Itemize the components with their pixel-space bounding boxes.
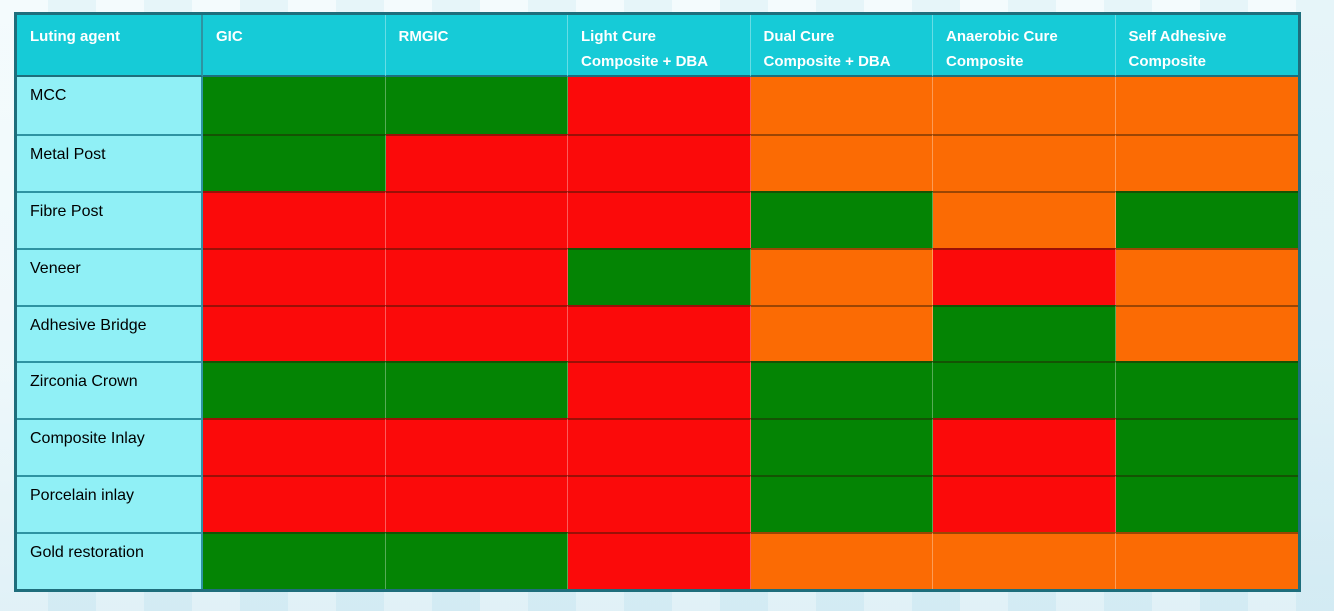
col-header-text: Light Cure bbox=[581, 28, 656, 45]
cell-veneer-anaerobic-cure-composite bbox=[933, 247, 1116, 305]
cell-fibre-post-anaerobic-cure-composite bbox=[933, 190, 1116, 248]
cell-metal-post-self-adhesive-composite bbox=[1115, 133, 1298, 191]
table-row-mcc: MCC bbox=[17, 77, 1298, 134]
table-row-composite-inlay: Composite Inlay bbox=[17, 418, 1298, 476]
cell-gold-restoration-dual-cure-composite-dba bbox=[750, 532, 933, 589]
cell-gold-restoration-self-adhesive-composite bbox=[1115, 532, 1298, 589]
cell-metal-post-dual-cure-composite-dba bbox=[750, 133, 933, 191]
col-header-text: RMGIC bbox=[398, 28, 449, 45]
cell-fibre-post-gic bbox=[203, 190, 386, 248]
cell-mcc-self-adhesive-composite bbox=[1115, 77, 1298, 134]
table-row-gold-restoration: Gold restoration bbox=[17, 532, 1298, 589]
table-row-metal-post: Metal Post bbox=[17, 133, 1298, 191]
table-row-veneer: Veneer bbox=[17, 247, 1298, 305]
col-header-text: Composite + DBA bbox=[763, 53, 891, 70]
cell-gold-restoration-gic bbox=[203, 532, 386, 589]
cell-adhesive-bridge-light-cure-composite-dba bbox=[568, 304, 751, 362]
cell-metal-post-anaerobic-cure-composite bbox=[933, 133, 1116, 191]
row-label-composite-inlay: Composite Inlay bbox=[17, 418, 203, 476]
cell-zirconia-crown-self-adhesive-composite bbox=[1115, 361, 1298, 419]
cell-composite-inlay-light-cure-composite-dba bbox=[568, 418, 751, 476]
col-header-text: Composite bbox=[946, 53, 1024, 70]
cell-adhesive-bridge-dual-cure-composite-dba bbox=[750, 304, 933, 362]
cell-gold-restoration-anaerobic-cure-composite bbox=[933, 532, 1116, 589]
luting-agent-compatibility-table: Luting agent GIC RMGIC Light Cure Composite … bbox=[14, 12, 1301, 592]
table-row-porcelain-inlay: Porcelain inlay bbox=[17, 475, 1298, 532]
row-label-metal-post: Metal Post bbox=[17, 133, 203, 191]
cell-fibre-post-rmgic bbox=[385, 190, 568, 248]
cell-veneer-rmgic bbox=[385, 247, 568, 305]
cell-composite-inlay-self-adhesive-composite bbox=[1115, 418, 1298, 476]
cell-adhesive-bridge-anaerobic-cure-composite bbox=[933, 304, 1116, 362]
col-header-anaerobic-cure-composite: Anaerobic Cure Composite bbox=[933, 15, 1116, 77]
cell-metal-post-gic bbox=[203, 133, 386, 191]
row-label-mcc: MCC bbox=[17, 77, 203, 134]
cell-zirconia-crown-dual-cure-composite-dba bbox=[750, 361, 933, 419]
col-header-rmgic: RMGIC bbox=[385, 15, 568, 77]
cell-metal-post-rmgic bbox=[385, 133, 568, 191]
cell-adhesive-bridge-rmgic bbox=[385, 304, 568, 362]
col-header-text: Composite + DBA bbox=[581, 53, 709, 70]
cell-porcelain-inlay-dual-cure-composite-dba bbox=[750, 475, 933, 532]
cell-porcelain-inlay-light-cure-composite-dba bbox=[568, 475, 751, 532]
cell-mcc-anaerobic-cure-composite bbox=[933, 77, 1116, 134]
row-label-fibre-post: Fibre Post bbox=[17, 190, 203, 248]
cell-veneer-dual-cure-composite-dba bbox=[750, 247, 933, 305]
col-header-gic: GIC bbox=[203, 15, 386, 77]
cell-veneer-light-cure-composite-dba bbox=[568, 247, 751, 305]
cell-composite-inlay-dual-cure-composite-dba bbox=[750, 418, 933, 476]
cell-porcelain-inlay-gic bbox=[203, 475, 386, 532]
col-header-light-cure-composite-dba: Light Cure Composite + DBA bbox=[568, 15, 751, 77]
cell-zirconia-crown-rmgic bbox=[385, 361, 568, 419]
col-header-text: Composite bbox=[1128, 53, 1207, 70]
row-label-adhesive-bridge: Adhesive Bridge bbox=[17, 304, 203, 362]
cell-adhesive-bridge-self-adhesive-composite bbox=[1115, 304, 1298, 362]
cell-fibre-post-dual-cure-composite-dba bbox=[750, 190, 933, 248]
col-header-luting-agent: Luting agent bbox=[17, 15, 203, 77]
row-label-gold-restoration: Gold restoration bbox=[17, 532, 203, 589]
table-row-fibre-post: Fibre Post bbox=[17, 190, 1298, 248]
cell-veneer-self-adhesive-composite bbox=[1115, 247, 1298, 305]
cell-metal-post-light-cure-composite-dba bbox=[568, 133, 751, 191]
row-label-veneer: Veneer bbox=[17, 247, 203, 305]
cell-porcelain-inlay-rmgic bbox=[385, 475, 568, 532]
cell-zirconia-crown-light-cure-composite-dba bbox=[568, 361, 751, 419]
cell-adhesive-bridge-gic bbox=[203, 304, 386, 362]
header-row: Luting agent GIC RMGIC Light Cure Composite … bbox=[17, 15, 1298, 77]
row-label-zirconia-crown: Zirconia Crown bbox=[17, 361, 203, 419]
table-header: Luting agent GIC RMGIC Light Cure Composite … bbox=[17, 15, 1298, 77]
cell-zirconia-crown-anaerobic-cure-composite bbox=[933, 361, 1116, 419]
cell-gold-restoration-rmgic bbox=[385, 532, 568, 589]
cell-composite-inlay-gic bbox=[203, 418, 386, 476]
col-header-dual-cure-composite-dba: Dual Cure Composite + DBA bbox=[750, 15, 933, 77]
cell-composite-inlay-anaerobic-cure-composite bbox=[933, 418, 1116, 476]
cell-mcc-gic bbox=[203, 77, 386, 134]
col-header-self-adhesive-composite: Self Adhesive Composite bbox=[1115, 15, 1298, 77]
col-header-text: Luting agent bbox=[30, 28, 120, 45]
table-row-adhesive-bridge: Adhesive Bridge bbox=[17, 304, 1298, 362]
col-header-text: Dual Cure bbox=[763, 28, 835, 45]
cell-porcelain-inlay-self-adhesive-composite bbox=[1115, 475, 1298, 532]
cell-veneer-gic bbox=[203, 247, 386, 305]
table-body: MCC Metal Post Fibre Post Veneer Adhesive Br… bbox=[17, 77, 1298, 589]
cell-gold-restoration-light-cure-composite-dba bbox=[568, 532, 751, 589]
cell-fibre-post-light-cure-composite-dba bbox=[568, 190, 751, 248]
cell-porcelain-inlay-anaerobic-cure-composite bbox=[933, 475, 1116, 532]
cell-zirconia-crown-gic bbox=[203, 361, 386, 419]
cell-mcc-rmgic bbox=[385, 77, 568, 134]
col-header-text: GIC bbox=[216, 28, 243, 45]
cell-mcc-dual-cure-composite-dba bbox=[750, 77, 933, 134]
cell-composite-inlay-rmgic bbox=[385, 418, 568, 476]
row-label-porcelain-inlay: Porcelain inlay bbox=[17, 475, 203, 532]
table-row-zirconia-crown: Zirconia Crown bbox=[17, 361, 1298, 419]
col-header-text: Anaerobic Cure bbox=[946, 28, 1058, 45]
cell-mcc-light-cure-composite-dba bbox=[568, 77, 751, 134]
cell-fibre-post-self-adhesive-composite bbox=[1115, 190, 1298, 248]
col-header-text: Self Adhesive bbox=[1128, 28, 1227, 45]
